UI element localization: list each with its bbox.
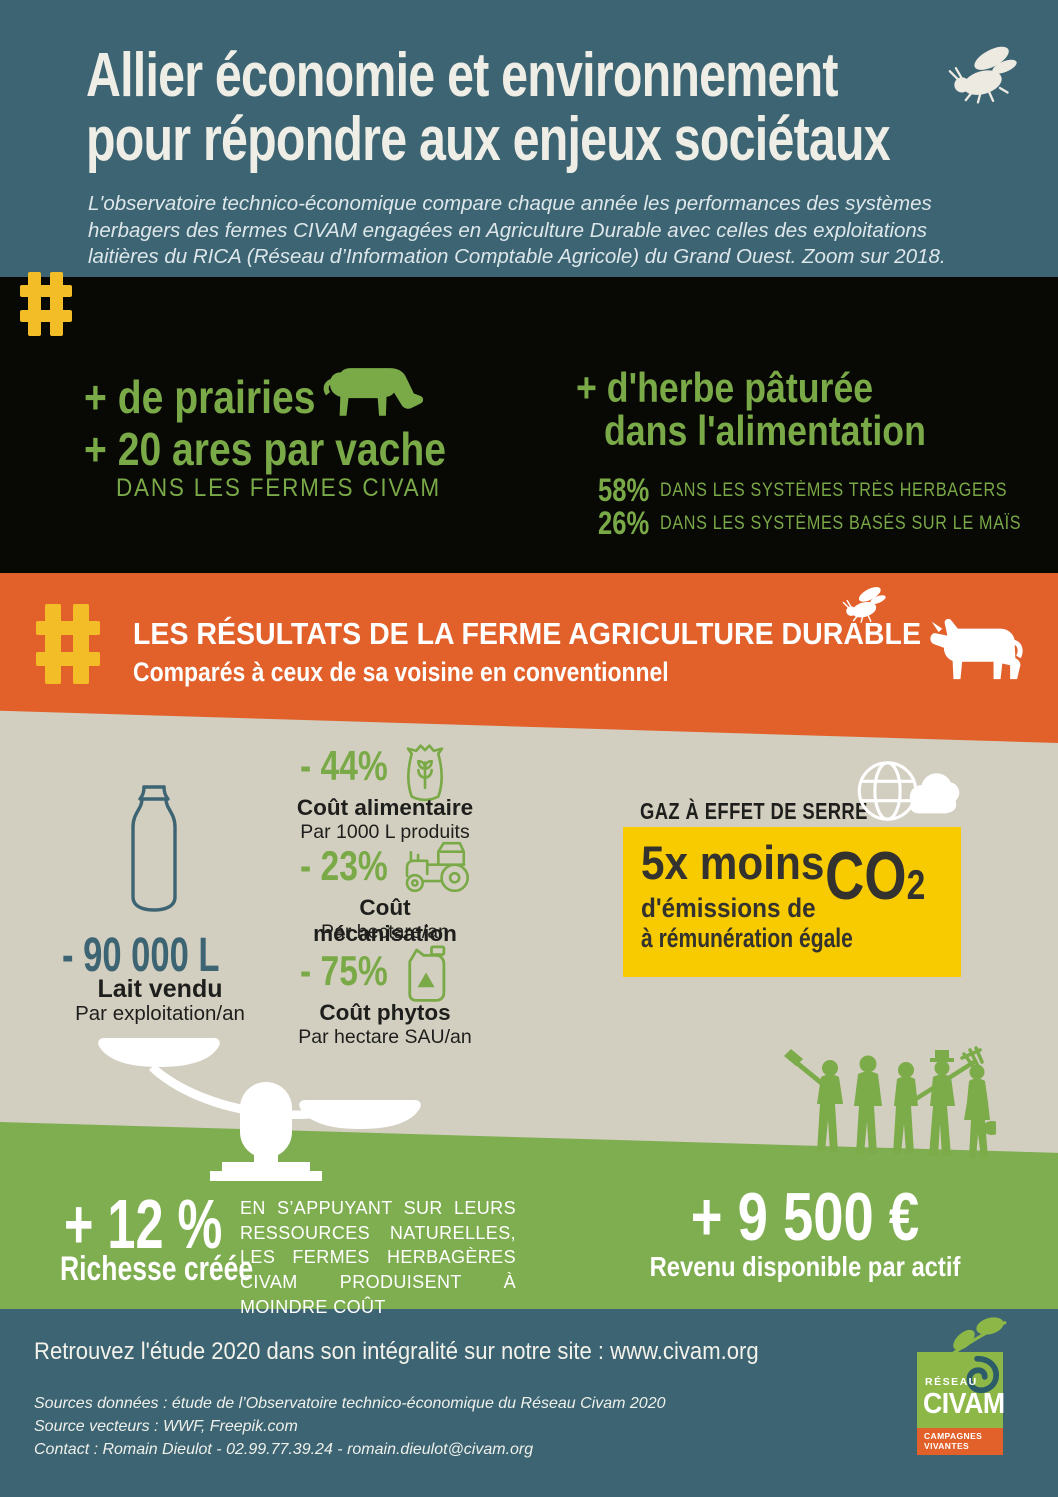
- jerrican-icon: [408, 945, 446, 1002]
- stat-value: 58%: [598, 472, 650, 508]
- cost-value: - 23%: [300, 842, 388, 889]
- hash-icon-results: [36, 604, 100, 684]
- ghg-line2: d'émissions de: [641, 893, 816, 923]
- farmers-group-icon: [784, 1046, 996, 1158]
- pastures-line2: + 20 ares par vache: [84, 423, 446, 475]
- co2-text: CO2: [825, 837, 925, 915]
- results-title: LES RÉSULTATS DE LA FERME AGRICULTURE DU…: [133, 616, 921, 651]
- milk-value: - 90 000 L: [62, 929, 220, 982]
- intro-paragraph: L'observatoire technico-économique compa…: [88, 192, 946, 269]
- co2-box: 5x moins d'émissions de à rémunération é…: [623, 827, 961, 977]
- footer-sources: Sources données : étude de l’Observatoir…: [34, 1392, 666, 1462]
- logo-reseau: RÉSEAU: [925, 1376, 978, 1388]
- wealth-label: Richesse créée: [60, 1250, 254, 1288]
- grass-title-line1: + d'herbe pâturée: [576, 364, 874, 411]
- tractor-icon: [405, 841, 469, 893]
- feed-sack-icon: [406, 744, 444, 802]
- ghg-title: GAZ À EFFET DE SERRE: [640, 798, 868, 824]
- wealth-value: + 12 %: [64, 1185, 223, 1263]
- co2-subscript: 2: [906, 861, 926, 908]
- cost-value: - 44%: [300, 742, 388, 789]
- footer-source-line-3: Contact : Romain Dieulot - 02.99.77.39.2…: [34, 1441, 534, 1459]
- footer-source-line-1: Sources données : étude de l’Observatoir…: [34, 1395, 666, 1412]
- cost-sublabel: Par 1000 L produits: [300, 821, 470, 843]
- civam-logo: RÉSEAU CIVAM: [917, 1352, 1005, 1428]
- footer-source-line-2: Source vecteurs : WWF, Freepik.com: [34, 1418, 298, 1436]
- page-title-line2: pour répondre aux enjeux sociétaux: [86, 105, 891, 174]
- wealth-paragraph: EN S’APPUYANT SUR LEURS RESSOURCES NATUR…: [240, 1198, 516, 1317]
- globe-cloud-icon: [857, 761, 960, 821]
- wealth-band: [0, 1122, 1058, 1309]
- ghg-line3: à rémunération égale: [641, 923, 853, 953]
- cost-label: Coût mécanisation: [313, 895, 457, 946]
- header-band: [0, 0, 1058, 277]
- page-title-line1: Allier économie et environnement: [86, 41, 838, 110]
- pastures-caption: DANS LES FERMES CIVAM: [116, 474, 441, 502]
- pastures-band: [0, 277, 1058, 573]
- cost-sublabel: Par hectare/an: [321, 921, 449, 943]
- stat-label: DANS LES SYSTÈMES TRÈS HERBAGERS: [660, 480, 1008, 501]
- pastures-line1: + de prairies: [84, 371, 316, 423]
- grazing-cow-icon: [323, 368, 424, 416]
- bee-icon: [948, 46, 1017, 104]
- balance-scale-icon: [98, 1038, 421, 1181]
- cost-sublabel: Par hectare SAU/an: [298, 1026, 472, 1048]
- logo-spiral-icon: [966, 1355, 1000, 1394]
- bee-icon-results: [842, 587, 886, 623]
- footer-main-text: Retrouvez l'étude 2020 dans son intégral…: [34, 1338, 759, 1365]
- cost-label: Coût alimentaire: [296, 795, 474, 820]
- milk-bottle-icon: [131, 785, 177, 912]
- income-label: Revenu disponible par actif: [649, 1251, 961, 1282]
- stat-label: DANS LES SYSTÈMES BASÉS SUR LE MAÏS: [660, 513, 1022, 534]
- results-subtitle: Comparés à ceux de sa voisine en convent…: [133, 657, 669, 687]
- income-value: + 9 500 €: [690, 1179, 920, 1255]
- footer-band: [0, 1309, 1058, 1497]
- milk-sublabel: Par exploitation/an: [75, 1002, 245, 1025]
- stat-value: 26%: [598, 505, 650, 541]
- grass-title-line2: dans l'alimentation: [604, 407, 926, 454]
- cow-icon: [930, 618, 1023, 680]
- cost-label: Coût phytos: [319, 1000, 451, 1025]
- ghg-line1: 5x moins: [641, 836, 825, 889]
- civam-logo-strip: CAMPAGNES VIVANTES: [917, 1428, 1003, 1455]
- logo-strip-text: CAMPAGNES VIVANTES: [924, 1431, 983, 1452]
- co2-letters: CO: [825, 838, 907, 914]
- logo-civam: CIVAM: [923, 1388, 1005, 1420]
- milk-label: Lait vendu: [97, 975, 223, 1003]
- logo-leaves-icon: [951, 1317, 1007, 1356]
- hash-icon-pastures: [20, 272, 72, 336]
- cost-value: - 75%: [300, 947, 388, 994]
